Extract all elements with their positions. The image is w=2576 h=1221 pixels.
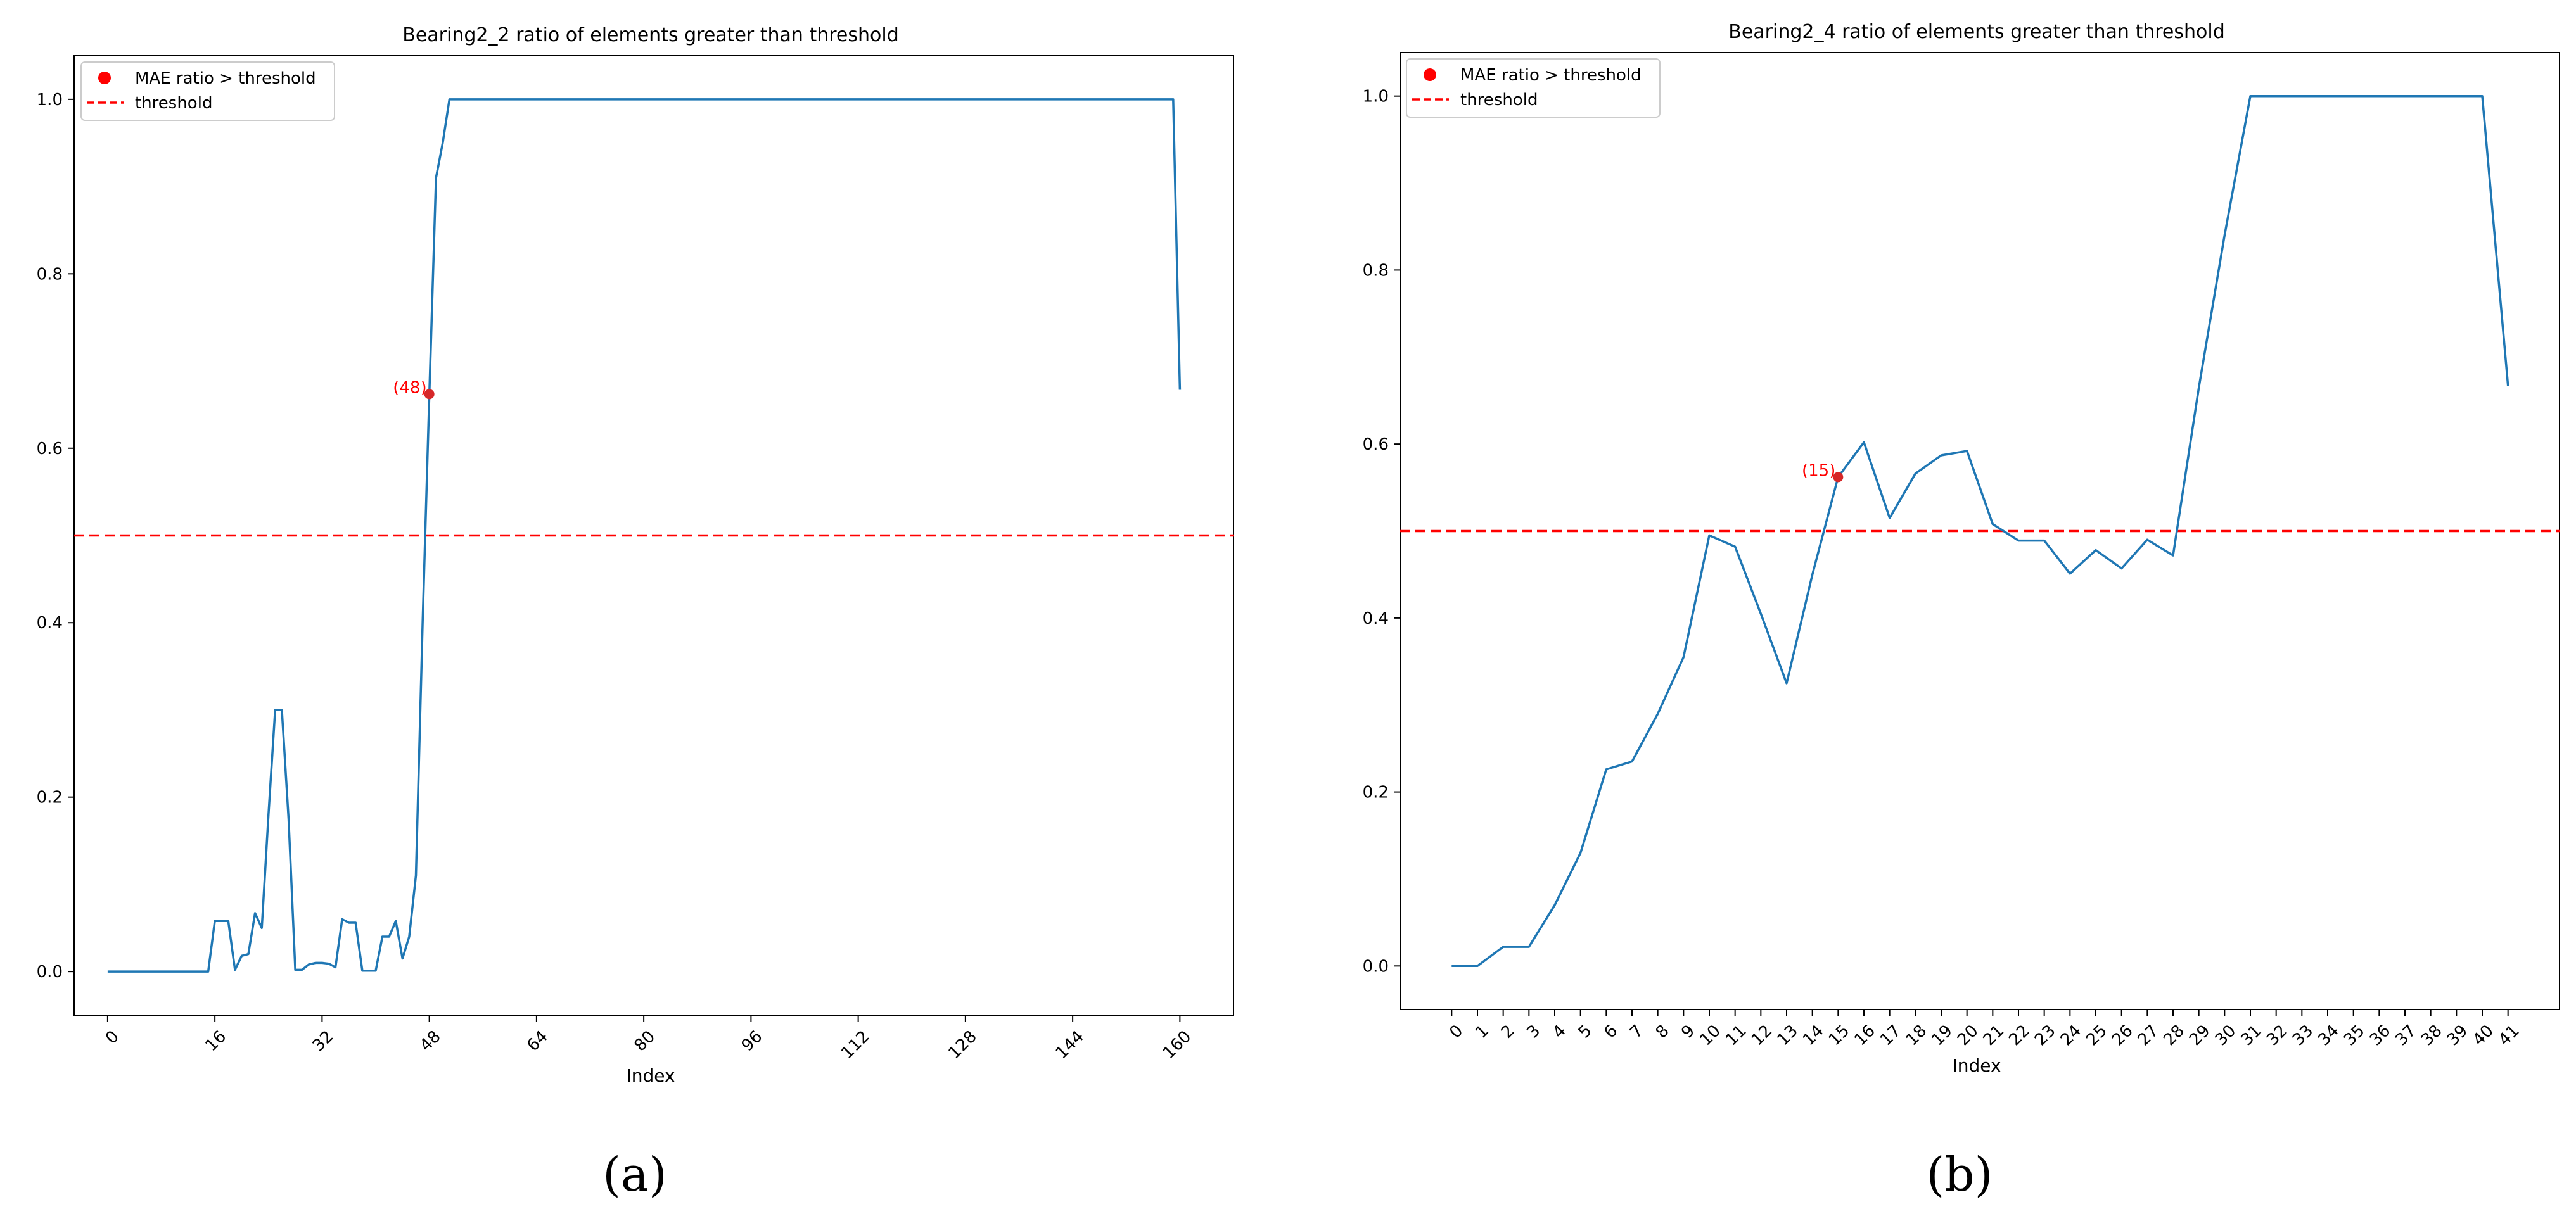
y-tick-label-a: 0.8	[37, 265, 63, 284]
change-point-label-b: (15)	[1802, 461, 1835, 480]
y-tick-label-b: 0.2	[1363, 783, 1389, 802]
y-tick-label-b: 0.6	[1363, 435, 1389, 454]
y-tick-label-b: 0.4	[1363, 609, 1389, 628]
y-axis-a: 0.0 0.2 0.4 0.6 0.8 1.0	[37, 91, 74, 982]
change-point-marker-b	[1833, 472, 1844, 483]
y-tick-label-a: 0.2	[37, 788, 63, 807]
legend-label-marker-b: MAE ratio > threshold	[1460, 66, 1642, 85]
change-point-label-a: (48)	[393, 378, 426, 397]
y-tick-label-b: 0.8	[1363, 261, 1389, 280]
legend-label-threshold-b: threshold	[1460, 91, 1538, 110]
panel-caption-a: (a)	[603, 1148, 667, 1202]
y-tick-label-a: 0.4	[37, 614, 63, 633]
legend-a: MAE ratio > threshold threshold	[80, 61, 335, 121]
y-tick-label-a: 0.6	[37, 440, 63, 459]
chart-title-b: Bearing2_4 ratio of elements greater tha…	[1728, 21, 2225, 43]
change-point-marker-a	[424, 389, 435, 400]
y-tick-label-a: 0.0	[37, 963, 63, 982]
x-axis-label-b: Index	[1952, 1055, 2001, 1076]
legend-box-a	[80, 61, 335, 121]
legend-label-marker-a: MAE ratio > threshold	[135, 69, 316, 88]
series-line-b	[1451, 94, 2509, 968]
series-line-a	[107, 98, 1182, 973]
legend-box-b	[1406, 58, 1661, 118]
legend-b: MAE ratio > threshold threshold	[1406, 58, 1661, 118]
y-tick-label-a: 1.0	[37, 91, 63, 110]
legend-marker-icon-a	[98, 72, 111, 84]
y-axis-b: 0.0 0.2 0.4 0.6 0.8 1.0	[1363, 87, 1400, 976]
chart-title-a: Bearing2_2 ratio of elements greater tha…	[402, 24, 899, 46]
y-tick-label-b: 1.0	[1363, 87, 1389, 106]
legend-label-threshold-a: threshold	[135, 94, 212, 113]
legend-marker-icon-b	[1424, 68, 1436, 81]
x-axis-label-a: Index	[626, 1065, 675, 1086]
panel-caption-b: (b)	[1926, 1148, 1993, 1202]
y-tick-label-b: 0.0	[1363, 957, 1389, 976]
